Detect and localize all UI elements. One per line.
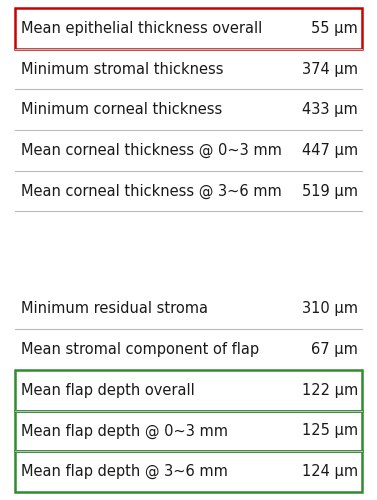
Bar [15, 410, 362, 452]
Text: Mean flap depth overall: Mean flap depth overall [21, 383, 195, 398]
Text: 67 μm: 67 μm [311, 342, 358, 357]
Text: Mean flap depth @ 0~3 mm: Mean flap depth @ 0~3 mm [21, 424, 228, 438]
Bar [15, 370, 362, 410]
Text: 433 μm: 433 μm [302, 102, 358, 117]
Text: Mean corneal thickness @ 0~3 mm: Mean corneal thickness @ 0~3 mm [21, 143, 282, 158]
Text: Minimum residual stroma: Minimum residual stroma [21, 302, 208, 316]
Text: 55 μm: 55 μm [311, 21, 358, 36]
Text: 447 μm: 447 μm [302, 143, 358, 158]
Text: Mean corneal thickness @ 3~6 mm: Mean corneal thickness @ 3~6 mm [21, 184, 282, 198]
Bar [15, 452, 362, 492]
Text: 122 μm: 122 μm [302, 383, 358, 398]
Text: 374 μm: 374 μm [302, 62, 358, 76]
Text: 310 μm: 310 μm [302, 302, 358, 316]
Text: Minimum stromal thickness: Minimum stromal thickness [21, 62, 223, 76]
Text: Mean epithelial thickness overall: Mean epithelial thickness overall [21, 21, 262, 36]
Text: 519 μm: 519 μm [302, 184, 358, 198]
Text: 124 μm: 124 μm [302, 464, 358, 479]
Bar [15, 8, 362, 48]
Text: Mean stromal component of flap: Mean stromal component of flap [21, 342, 259, 357]
Text: Mean flap depth @ 3~6 mm: Mean flap depth @ 3~6 mm [21, 464, 228, 479]
Text: Minimum corneal thickness: Minimum corneal thickness [21, 102, 222, 117]
Text: 125 μm: 125 μm [302, 424, 358, 438]
